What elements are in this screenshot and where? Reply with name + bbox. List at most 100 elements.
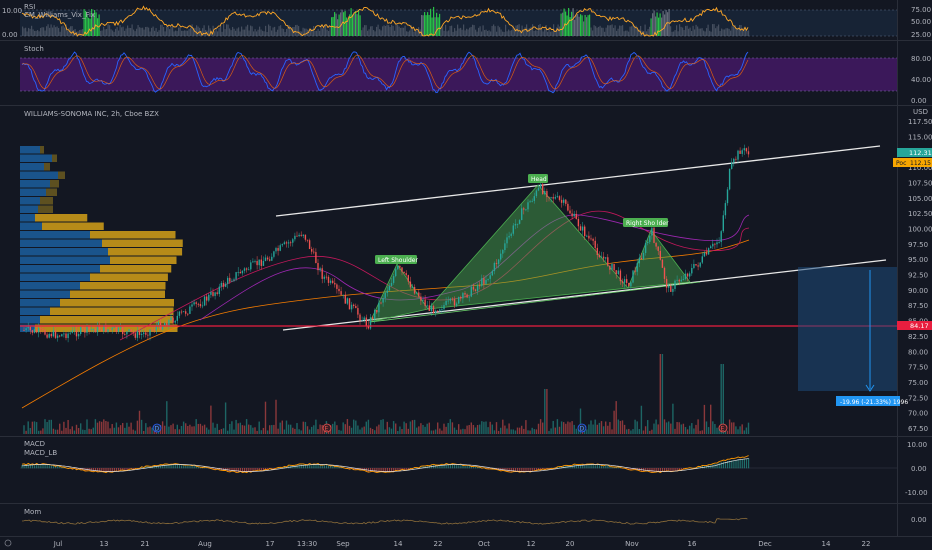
- svg-text:E: E: [721, 426, 725, 433]
- mom-label: Mom: [24, 508, 41, 516]
- event-marker-earnings[interactable]: [322, 423, 332, 433]
- price-axis-tick: 70.00: [908, 410, 928, 418]
- price-candles: [23, 144, 750, 343]
- rsi-axis-50: 50.00: [911, 18, 931, 26]
- rsi-axis-25: 25.00: [911, 31, 931, 39]
- pattern-label-head: Head: [528, 174, 548, 183]
- stoch-d-line: [21, 54, 749, 90]
- mom-pane[interactable]: Mom 0.00: [21, 508, 927, 525]
- head-shoulders-pattern: [369, 184, 701, 323]
- macd-line: [21, 455, 749, 474]
- symbol-title: WILLIAMS-SONOMA INC, 2h, Cboe BZX: [24, 110, 159, 118]
- svg-text:D: D: [580, 426, 585, 433]
- channel-lower-line: [282, 259, 887, 331]
- svg-text:Poc: Poc: [896, 160, 906, 167]
- macd-label: MACD: [24, 440, 45, 448]
- price-axis-tick: 107.50: [908, 179, 932, 187]
- svg-text:112.31: 112.31: [909, 149, 932, 157]
- currency-label: USD: [913, 108, 928, 116]
- time-axis-tick: 21: [141, 540, 150, 548]
- stoch-band: [20, 58, 897, 91]
- stoch-pane[interactable]: Stoch 80.00 40.00 0.00: [20, 45, 931, 105]
- pane-separators: [0, 0, 932, 537]
- time-axis-tick: 17: [266, 540, 275, 548]
- time-axis-tick: 13: [100, 540, 109, 548]
- price-axis-tick: 97.50: [908, 241, 928, 249]
- svg-text:D: D: [155, 426, 160, 433]
- price-axis-tick: 117.50: [908, 118, 932, 126]
- rsi-axis-75: 75.00: [911, 6, 931, 14]
- ma-magenta-line: [119, 210, 750, 341]
- rsi-left-axis-top: 10.00: [2, 7, 22, 15]
- vix-fix-label: CM_Williams_Vix_Fix: [24, 11, 95, 19]
- time-axis-tick: 22: [862, 540, 871, 548]
- event-marker-dividend-2[interactable]: [577, 423, 587, 433]
- rsi-pane[interactable]: RSI CM_Williams_Vix_Fix 10.00 0.00 75.00…: [2, 3, 931, 39]
- price-axis-tick: 115.00: [908, 133, 932, 141]
- stoch-axis-0: 0.00: [911, 97, 927, 105]
- price-axis-tick: 87.50: [908, 302, 928, 310]
- macd-axis-neg10: -10.00: [905, 489, 928, 497]
- stoch-label: Stoch: [24, 45, 44, 53]
- price-axis-tick: 82.50: [908, 333, 928, 341]
- channel-upper-line: [275, 145, 881, 217]
- measure-box: [798, 267, 897, 391]
- price-axis-tick: 102.50: [908, 210, 932, 218]
- price-axis-tick: 100.00: [908, 225, 932, 233]
- time-axis-tick: 22: [434, 540, 443, 548]
- stoch-axis-40: 40.00: [911, 76, 931, 84]
- support-price-tag: 84.17: [897, 321, 932, 330]
- price-axis-tick: 110.00: [908, 164, 932, 172]
- time-axis-tick: Oct: [478, 540, 490, 548]
- volume-profile: [20, 146, 183, 332]
- pattern-label-right-shoulder: Right Sho lder: [623, 218, 669, 227]
- macd-axis-0: 0.00: [911, 465, 927, 473]
- time-axis-tick: Dec: [758, 540, 772, 548]
- measure-label: -19.96 (-21.33%) 1996: [840, 399, 908, 406]
- macd-lb-label: MACD_LB: [24, 449, 57, 457]
- time-axis-tick: 13:30: [297, 540, 317, 548]
- time-axis-tick: 12: [527, 540, 536, 548]
- macd-histogram: [21, 458, 750, 473]
- svg-text:Right Sho lder: Right Sho lder: [626, 220, 669, 227]
- rsi-left-axis-bottom: 0.00: [2, 31, 18, 39]
- macd-pane[interactable]: MACD MACD_LB 10.00 0.00 -10.00: [20, 440, 928, 497]
- event-marker-dividend[interactable]: [152, 423, 162, 433]
- mom-line: [21, 517, 748, 525]
- price-pane[interactable]: WILLIAMS-SONOMA INC, 2h, Cboe BZX USD 11…: [20, 108, 932, 434]
- macd-signal-line: [21, 458, 749, 472]
- svg-text:Left Shoulder: Left Shoulder: [378, 257, 418, 264]
- time-axis-tick: 14: [394, 540, 403, 548]
- rsi-label: RSI: [24, 3, 35, 11]
- event-markers[interactable]: D E D E: [152, 423, 728, 433]
- price-axis-tick: 80.00: [908, 348, 928, 356]
- time-axis[interactable]: Jul 13 21 Aug 17 13:30 Sep 14 22 Oct 12 20 Nov 16 Dec 1…: [53, 540, 871, 548]
- ma-purple-line: [199, 214, 750, 321]
- stoch-k-line: [21, 51, 749, 94]
- time-axis-tick: Jul: [53, 540, 63, 548]
- svg-text:84.17: 84.17: [910, 322, 929, 330]
- measure-label-box: [836, 396, 900, 406]
- svg-text:E: E: [325, 426, 329, 433]
- price-axis-tick: 105.00: [908, 195, 932, 203]
- event-marker-earnings-2[interactable]: [718, 423, 728, 433]
- time-axis-tick: Sep: [336, 540, 350, 548]
- price-axis-tick: 95.00: [908, 256, 928, 264]
- time-axis-tick: 20: [566, 540, 575, 548]
- price-axis-tick: 90.00: [908, 287, 928, 295]
- settings-gear-icon[interactable]: [4, 539, 12, 547]
- svg-text:112.15: 112.15: [910, 160, 931, 167]
- price-axis: 117.50115.00112.50110.00107.50105.00102.…: [908, 118, 932, 433]
- mom-axis-0: 0.00: [911, 516, 927, 524]
- time-axis-tick: 16: [688, 540, 697, 548]
- price-axis-tick: 77.50: [908, 364, 928, 372]
- time-axis-tick: 14: [822, 540, 831, 548]
- last-price-tag: 112.31: [897, 148, 932, 157]
- pattern-label-left-shoulder: Left Shoulder: [375, 255, 418, 264]
- rsi-line: [21, 5, 749, 37]
- stoch-axis-80: 80.00: [911, 55, 931, 63]
- price-axis-tick: 75.00: [908, 379, 928, 387]
- svg-text:Head: Head: [531, 176, 547, 183]
- ma-orange-line: [21, 239, 750, 409]
